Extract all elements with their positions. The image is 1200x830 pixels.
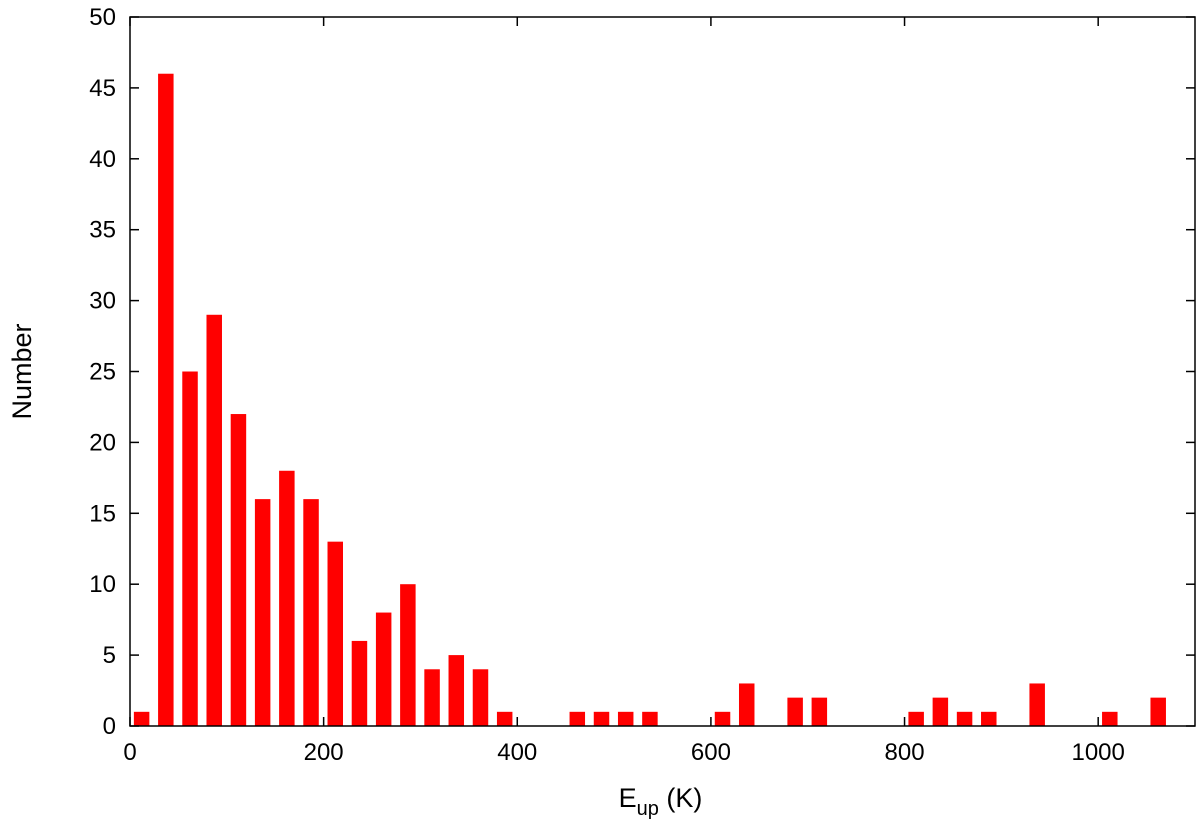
bar [908,711,924,726]
bar [303,499,319,726]
y-tick-label: 25 [89,359,116,386]
bar [956,711,973,726]
bar [617,711,634,726]
x-axis-title-subscript: up [637,798,659,820]
x-tick-label: 600 [691,739,731,766]
bar [400,584,416,726]
y-tick-label: 5 [103,642,116,669]
y-axis-title: Number [7,323,37,419]
y-tick-label: 15 [89,500,116,527]
bar [424,669,440,726]
y-tick-label: 50 [89,4,116,31]
bar [496,711,513,726]
x-tick-label: 200 [304,739,344,766]
bar [133,711,150,726]
bar [351,640,368,726]
y-tick-label: 45 [89,75,116,102]
bar [158,73,174,727]
y-tick-label: 10 [89,571,116,598]
bar [1150,697,1166,726]
y-tick-label: 30 [89,288,116,315]
ticks-group: 0 5 10 15 20 25 30 35 40 45 50 0 200 400 600 800 1000 [89,4,1195,766]
bar [182,371,198,726]
bar [569,711,586,726]
bar [642,711,658,726]
x-axis-title-unit: (K) [659,783,703,813]
bar [448,655,465,726]
bar [1029,683,1045,726]
bar [375,612,392,726]
bar [714,711,731,726]
y-tick-label: 20 [89,429,116,456]
x-tick-label: 1000 [1071,739,1124,766]
bar [279,470,295,726]
bar [738,683,755,726]
bar [593,711,610,726]
bar [1102,711,1118,726]
bar [206,314,222,726]
plot-frame [129,16,1196,727]
x-axis-title-main: E [619,783,637,813]
y-tick-label: 0 [103,713,116,740]
bar [254,499,271,726]
bar [932,697,949,726]
x-tick-label: 400 [497,739,537,766]
bar [981,711,997,726]
x-tick-label: 800 [885,739,925,766]
x-tick-label: 0 [123,739,136,766]
bar [230,414,247,726]
x-axis-title: Eup (K) [619,783,703,820]
bar [787,697,803,726]
bars-group [133,73,1166,727]
y-tick-label: 40 [89,146,116,173]
bar [327,541,343,726]
y-tick-label: 35 [89,217,116,244]
bar [472,669,489,726]
bar [811,697,828,726]
